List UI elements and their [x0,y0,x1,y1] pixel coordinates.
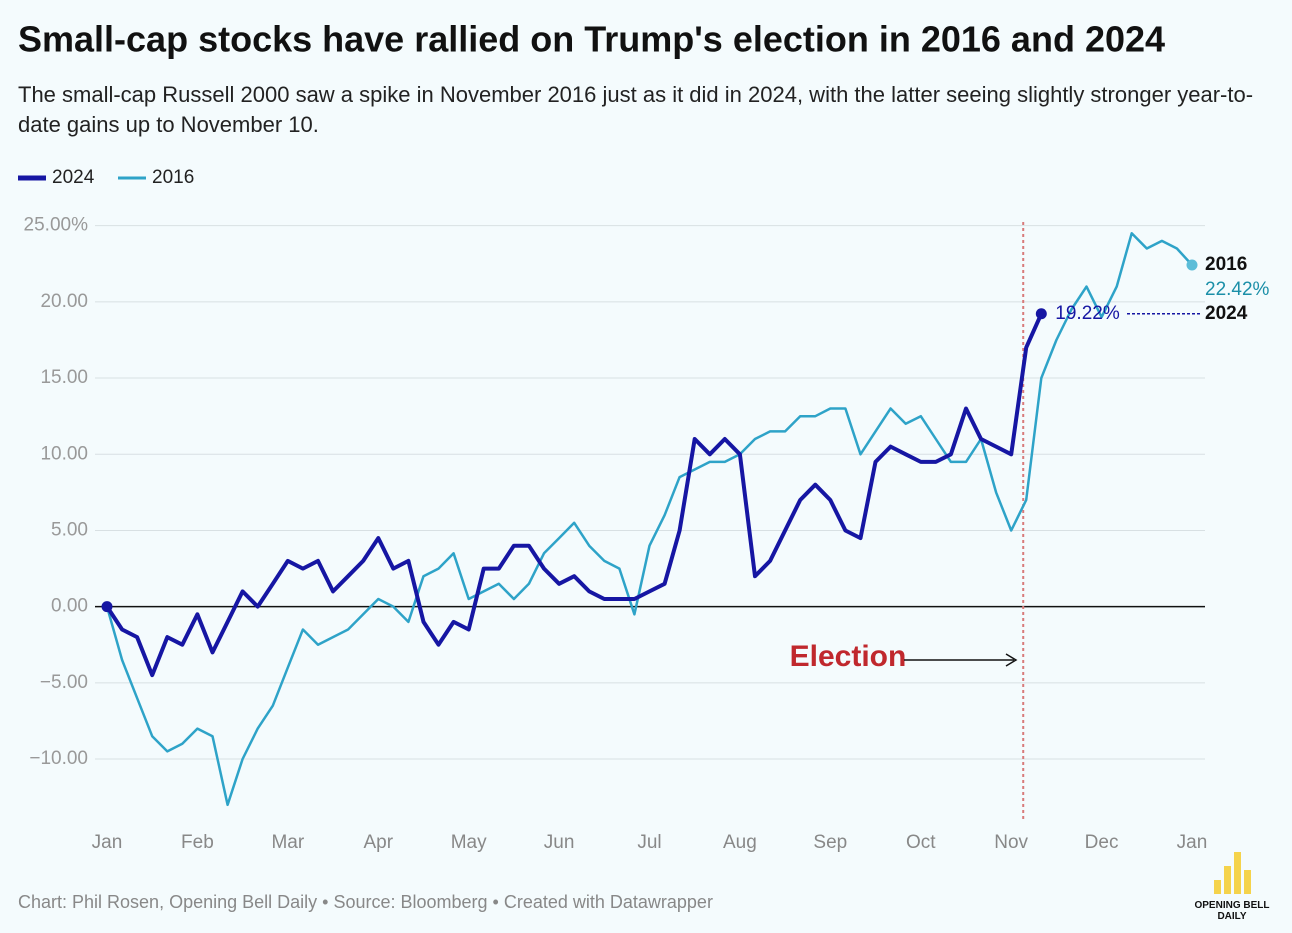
x-tick-label: Jun [544,832,575,853]
chart-subtitle: The small-cap Russell 2000 saw a spike i… [18,82,1254,137]
y-tick-label: 25.00% [24,215,89,236]
logo-bar [1234,852,1241,894]
logo-bar [1224,866,1231,894]
y-tick-label: 15.00 [40,367,88,388]
annotation: Election [790,640,907,673]
y-tick-label: 20.00 [40,291,88,312]
end-dot [1035,308,1047,320]
subtitle-box: The small-cap Russell 2000 saw a spike i… [18,82,1254,137]
chart-title: Small-cap stocks have rallied on Trump's… [18,19,1165,60]
end-dot [1186,259,1198,271]
logo-box: OPENING BELL DAILY [1194,900,1270,922]
y-tick-label: 0.00 [51,596,88,617]
x-tick-label: Apr [363,832,393,853]
legend-label: 2024 [52,167,95,188]
series-line [105,232,1193,807]
x-tick-label: Mar [271,832,304,853]
end-value-label: 22.42% [1205,279,1270,300]
x-tick-label: Jul [637,832,661,853]
legend-label: 2016 [152,167,194,188]
footer: Chart: Phil Rosen, Opening Bell Daily • … [18,892,713,912]
x-tick-label: May [451,832,487,853]
start-dot [101,601,113,613]
x-tick-label: Aug [723,832,757,853]
logo-bar [1214,880,1221,894]
y-tick-label: −10.00 [29,748,88,769]
x-tick-label: Dec [1085,832,1119,853]
logo-bar [1244,870,1251,894]
series-line [105,312,1044,678]
end-series-label: 2024 [1205,303,1248,324]
y-tick-label: −5.00 [40,672,88,693]
logo: OPENING BELL DAILY [1194,852,1270,922]
x-tick-label: Oct [906,832,936,853]
x-tick-label: Jan [92,832,123,853]
logo-text: OPENING BELL DAILY [1194,900,1270,922]
x-tick-label: Jan [1177,832,1208,853]
x-tick-label: Feb [181,832,214,853]
y-tick-label: 10.00 [40,443,88,464]
end-series-label: 2016 [1205,254,1247,275]
arrow-head [1005,653,1018,667]
end-value-label: 19.22% [1055,303,1120,324]
y-tick-label: 5.00 [51,519,88,540]
x-tick-label: Nov [994,832,1028,853]
x-tick-label: Sep [813,832,847,853]
